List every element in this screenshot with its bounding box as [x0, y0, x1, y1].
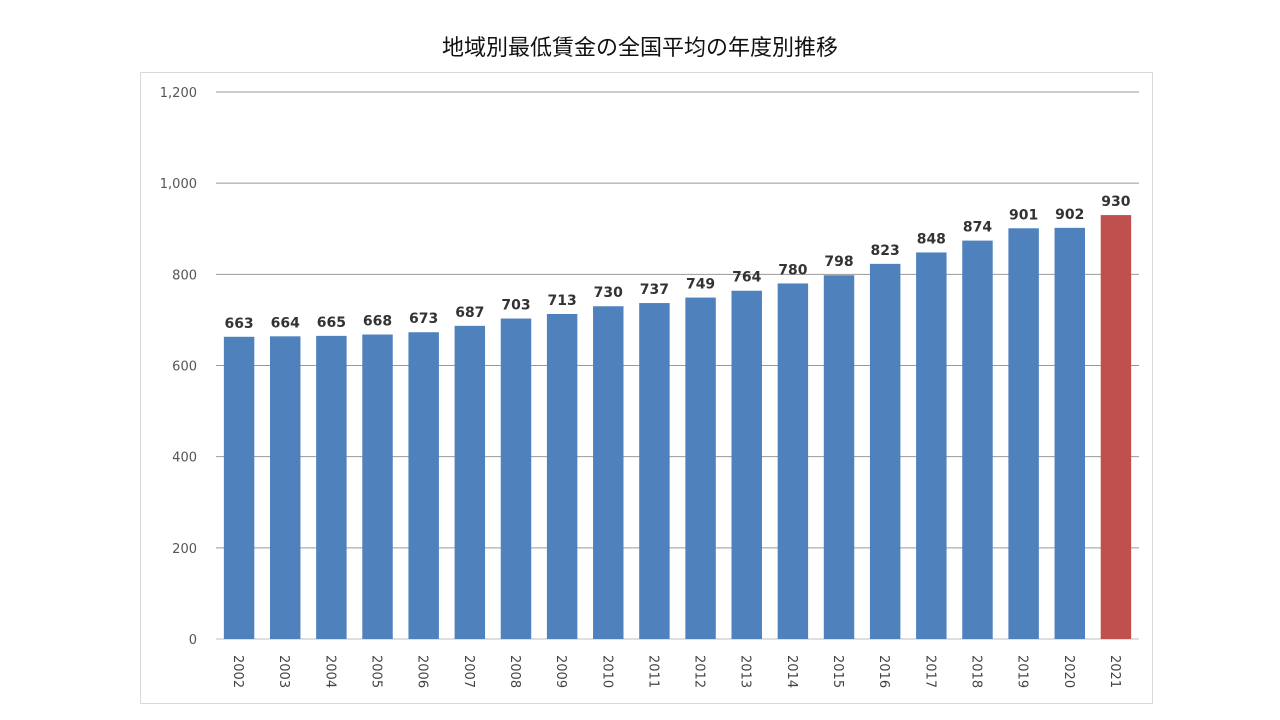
data-label-2007: 687	[455, 305, 484, 321]
data-label-2014: 780	[778, 262, 807, 278]
bar-2008	[500, 318, 532, 639]
bar-2013	[731, 290, 762, 639]
bar-2006	[408, 332, 439, 639]
x-tick-label: 2012	[692, 655, 707, 688]
y-tick-label: 200	[172, 542, 197, 557]
x-tick-label: 2002	[230, 655, 245, 688]
chart-title: 地域別最低賃金の全国平均の年度別推移	[441, 36, 838, 61]
data-label-2016: 823	[871, 243, 900, 259]
bar-2002	[223, 336, 255, 639]
bar-2015	[823, 275, 855, 639]
data-label-2006: 673	[409, 311, 438, 327]
y-tick-label: 600	[172, 360, 197, 375]
x-tick-label: 2021	[1107, 655, 1122, 688]
bar-2017	[916, 252, 947, 639]
y-tick-label: 400	[172, 451, 197, 466]
x-tick-label: 2016	[876, 655, 891, 688]
y-tick-label: 800	[172, 268, 197, 283]
x-tick-label: 2006	[415, 655, 430, 688]
y-tick-label: 1,200	[160, 86, 197, 101]
bar-2009	[546, 313, 578, 639]
x-tick-label: 2019	[1015, 655, 1030, 688]
bar-2011	[639, 303, 670, 639]
data-label-2002: 663	[224, 316, 253, 332]
data-label-2004: 665	[317, 315, 346, 331]
data-label-2012: 749	[686, 277, 715, 293]
x-tick-label: 2015	[830, 655, 845, 688]
bar-2007	[454, 325, 486, 639]
bar-2016	[869, 263, 901, 639]
bar-2021	[1100, 215, 1132, 639]
x-tick-label: 2011	[645, 655, 660, 688]
x-axis-ticks: 2002 2003 2004 2005 2006 2007 2008 2009 2010 2011…	[230, 655, 1122, 688]
data-label-2018: 874	[963, 220, 992, 236]
y-tick-label: 1,000	[160, 177, 197, 192]
x-tick-label: 2008	[507, 655, 522, 688]
gridlines	[216, 91, 1139, 640]
data-label-2005: 668	[363, 314, 392, 330]
data-label-2003: 664	[271, 315, 300, 331]
bar-2019	[1008, 228, 1039, 639]
data-label-2010: 730	[594, 285, 623, 301]
bar-2004	[316, 335, 347, 639]
y-tick-label: 0	[189, 633, 197, 648]
x-tick-label: 2020	[1061, 655, 1076, 688]
data-labels: 663 664 665 668 673 687 703 713 730 737 749 764 780 7…	[224, 194, 1130, 332]
x-tick-label: 2003	[276, 655, 291, 688]
data-label-2019: 901	[1009, 207, 1038, 223]
x-tick-label: 2017	[922, 655, 937, 688]
x-tick-label: 2013	[738, 655, 753, 688]
chart-frame: 0 200 400 600 800 1,000 1,200 663 664 665 668 673 6…	[140, 72, 1153, 704]
bar-2010	[593, 306, 624, 639]
data-label-2021: 930	[1101, 194, 1130, 210]
bar-2014	[777, 283, 809, 639]
data-label-2015: 798	[824, 254, 853, 270]
data-label-2008: 703	[501, 298, 530, 314]
bar-2012	[685, 297, 716, 639]
data-label-2013: 764	[732, 270, 761, 286]
x-tick-label: 2004	[322, 655, 337, 688]
bar-2003	[269, 336, 301, 639]
bar-2020	[1054, 227, 1086, 640]
bar-2018	[962, 240, 993, 639]
data-label-2017: 848	[917, 231, 946, 247]
data-label-2020: 902	[1055, 207, 1084, 223]
x-tick-label: 2009	[553, 655, 568, 688]
x-tick-label: 2014	[784, 655, 799, 688]
x-tick-label: 2005	[369, 655, 384, 688]
bars	[223, 215, 1132, 640]
data-label-2011: 737	[640, 282, 669, 298]
y-axis-ticks: 0 200 400 600 800 1,000 1,200	[160, 86, 197, 648]
x-tick-label: 2010	[599, 655, 614, 688]
x-tick-label: 2007	[461, 655, 476, 688]
data-label-2009: 713	[548, 293, 577, 309]
x-tick-label: 2018	[968, 655, 983, 688]
bar-2005	[362, 334, 393, 639]
